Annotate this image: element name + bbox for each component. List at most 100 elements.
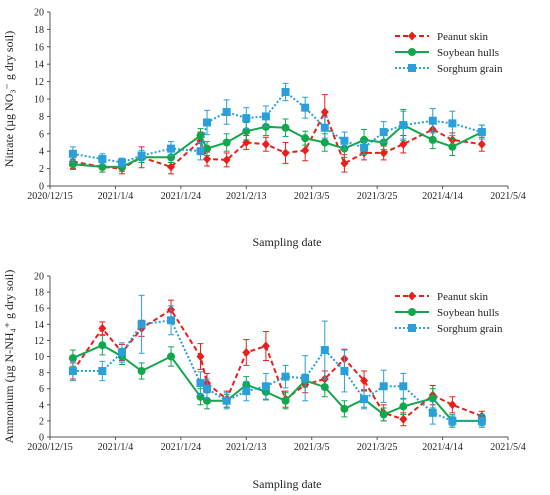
data-point: [399, 414, 408, 424]
data-point: [196, 379, 205, 388]
data-point: [203, 154, 212, 164]
y-axis-title: Nitrate (µg NO₃⁻ g dry soil): [2, 31, 16, 167]
data-point: [242, 387, 251, 396]
legend-label: Soybean hulls: [437, 47, 499, 59]
data-point: [196, 131, 205, 140]
series-line: [72, 109, 482, 170]
data-point: [117, 158, 126, 167]
data-point: [242, 114, 251, 123]
data-point: [301, 134, 310, 143]
x-tick-label: 2021/3/5: [294, 191, 330, 202]
series-line: [72, 319, 482, 422]
data-point: [379, 382, 388, 391]
y-tick-label: 8: [39, 112, 44, 123]
series-soybean-hulls: [68, 108, 486, 173]
data-point: [68, 366, 77, 375]
data-point: [477, 128, 486, 137]
chart-panel-1: 0 2 4 6 8 10 12 14 16 18 20 2020/12/15 2021/1/4 2021/…: [2, 270, 526, 491]
series-line: [72, 308, 483, 421]
data-point: [222, 155, 231, 165]
data-point: [281, 88, 290, 97]
series-line: [72, 123, 483, 168]
data-point: [428, 394, 437, 403]
y-tick-label: 12: [34, 336, 44, 347]
data-point: [448, 119, 457, 128]
data-point: [98, 162, 107, 171]
data-point: [448, 400, 457, 410]
data-point: [281, 148, 290, 158]
data-point: [137, 151, 146, 160]
x-tick-label: 2021/3/25: [357, 442, 398, 453]
data-point: [360, 143, 369, 152]
y-tick-label: 6: [39, 129, 44, 140]
data-point: [379, 128, 388, 137]
data-point: [137, 320, 146, 329]
data-point: [117, 348, 126, 357]
legend-marker: [408, 31, 416, 41]
y-tick-label: 10: [34, 352, 44, 363]
data-point: [167, 352, 176, 361]
data-point: [340, 158, 349, 168]
data-point: [448, 416, 457, 425]
data-point: [360, 395, 369, 404]
x-tick-label: 2020/12/15: [27, 442, 73, 453]
data-point: [340, 366, 349, 375]
x-tick-label: 2021/1/4: [98, 191, 134, 202]
data-point: [281, 396, 290, 405]
data-point: [399, 402, 408, 411]
x-tick-label: 2021/2/13: [226, 442, 267, 453]
y-tick-label: 4: [39, 400, 44, 411]
data-point: [261, 341, 270, 351]
x-tick-label: 2021/4/14: [422, 191, 463, 202]
data-point: [477, 416, 486, 425]
data-point: [261, 112, 270, 121]
data-point: [281, 372, 290, 381]
data-point: [167, 162, 176, 172]
chart-panel-0: 0 2 4 6 8 10 12 14 16 18 20 2020/12/15 2021/1/4 2021/…: [2, 8, 526, 250]
data-point: [196, 147, 205, 156]
x-tick-label: 2021/1/24: [161, 442, 202, 453]
y-tick-label: 14: [34, 60, 44, 71]
y-tick-label: 8: [39, 368, 44, 379]
legend-label: Sorghum grain: [437, 323, 503, 335]
x-tick-label: 2021/5/4: [490, 442, 526, 453]
data-point: [98, 341, 107, 350]
data-point: [428, 116, 437, 125]
legend-label: Sorghum grain: [437, 63, 503, 75]
y-tick-label: 2: [39, 416, 44, 427]
y-tick-label: 2: [39, 164, 44, 175]
data-point: [399, 139, 408, 149]
data-point: [68, 354, 77, 363]
data-point: [320, 107, 329, 117]
x-axis-title: Sampling date: [253, 235, 322, 249]
data-point: [301, 374, 310, 383]
legend-label: Peanut skin: [437, 31, 489, 43]
y-tick-label: 16: [34, 304, 44, 315]
data-point: [379, 410, 388, 419]
data-point: [428, 135, 437, 144]
x-tick-label: 2020/12/15: [27, 191, 73, 202]
y-tick-label: 20: [34, 272, 44, 283]
y-tick-label: 20: [34, 8, 44, 19]
data-point: [203, 118, 212, 127]
data-point: [137, 366, 146, 375]
y-tick-label: 16: [34, 42, 44, 53]
y-tick-label: 0: [39, 433, 44, 444]
data-point: [399, 121, 408, 130]
data-point: [98, 366, 107, 375]
data-point: [320, 138, 329, 147]
data-point: [399, 382, 408, 391]
legend-label: Peanut skin: [437, 291, 489, 303]
y-tick-label: 10: [34, 95, 44, 106]
data-point: [261, 382, 270, 391]
x-tick-label: 2021/3/25: [357, 191, 398, 202]
x-axis-title: Sampling date: [253, 477, 322, 491]
data-point: [167, 144, 176, 153]
series-sorghum-grain: [68, 294, 486, 428]
legend-marker: [408, 48, 416, 56]
legend-marker: [408, 324, 416, 332]
data-point: [320, 123, 329, 132]
data-point: [222, 138, 231, 147]
